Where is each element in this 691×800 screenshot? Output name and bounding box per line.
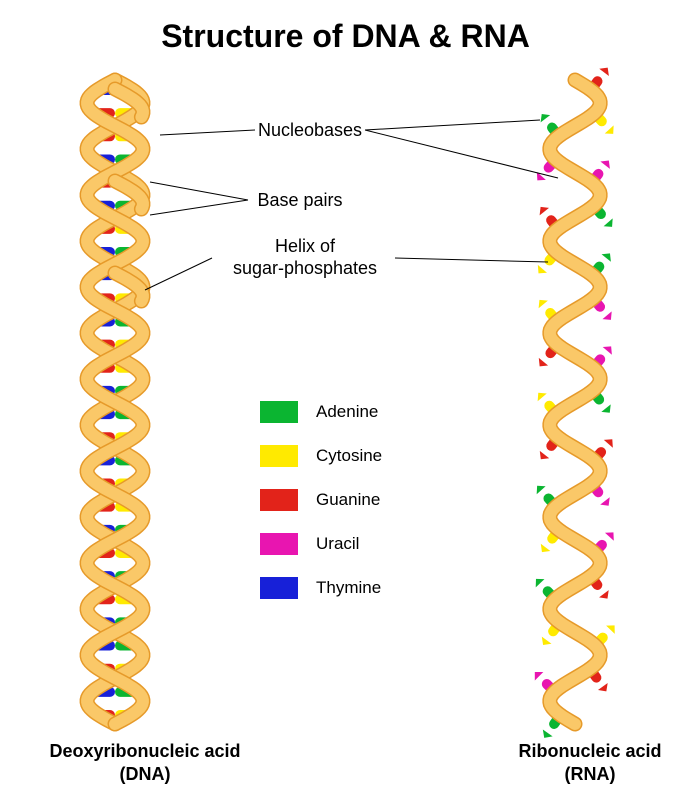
- legend-label-guanine: Guanine: [316, 490, 380, 510]
- legend-row-uracil: Uracil: [260, 532, 382, 556]
- annotation-helix: Helix of sugar-phosphates: [215, 236, 395, 279]
- legend: Adenine Cytosine Guanine Uracil Thymine: [260, 400, 382, 620]
- swatch-guanine: [260, 489, 298, 511]
- legend-row-adenine: Adenine: [260, 400, 382, 424]
- swatch-thymine: [260, 577, 298, 599]
- caption-dna: Deoxyribonucleic acid (DNA): [25, 740, 265, 785]
- legend-row-cytosine: Cytosine: [260, 444, 382, 468]
- swatch-uracil: [260, 533, 298, 555]
- annotation-base-pairs: Base pairs: [250, 190, 350, 212]
- legend-row-thymine: Thymine: [260, 576, 382, 600]
- legend-label-adenine: Adenine: [316, 402, 378, 422]
- legend-label-cytosine: Cytosine: [316, 446, 382, 466]
- swatch-cytosine: [260, 445, 298, 467]
- legend-label-thymine: Thymine: [316, 578, 381, 598]
- legend-row-guanine: Guanine: [260, 488, 382, 512]
- annotation-nucleobases: Nucleobases: [255, 120, 365, 142]
- swatch-adenine: [260, 401, 298, 423]
- caption-rna: Ribonucleic acid (RNA): [495, 740, 685, 785]
- legend-label-uracil: Uracil: [316, 534, 359, 554]
